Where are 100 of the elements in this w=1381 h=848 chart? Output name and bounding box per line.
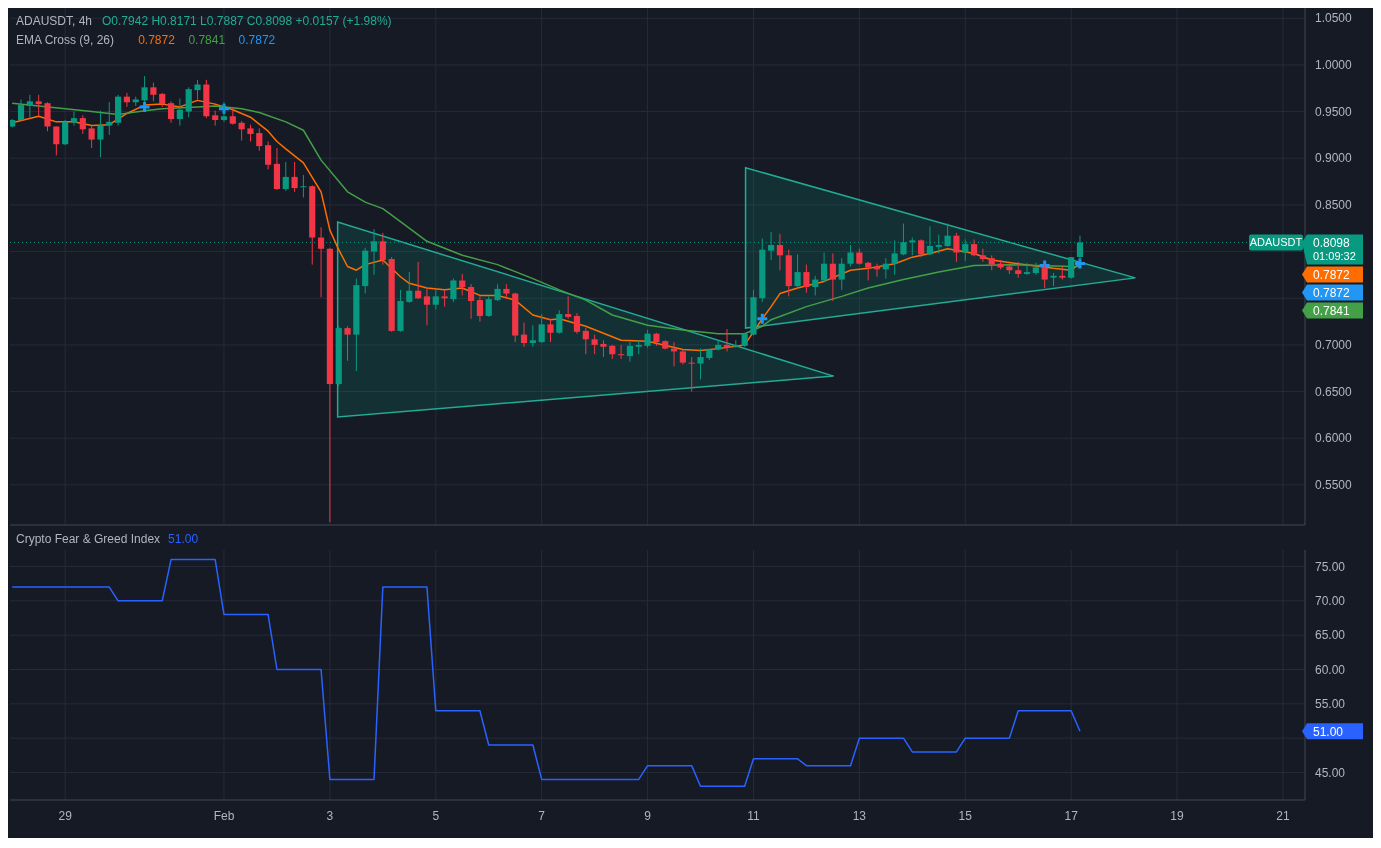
annotation: 0.7872 bbox=[238, 33, 276, 47]
candlestick bbox=[979, 248, 986, 263]
x-tick-label: 13 bbox=[852, 809, 867, 823]
candlestick bbox=[768, 231, 775, 261]
x-tick-label: 21 bbox=[1276, 809, 1290, 823]
y-tick-label: 0.7000 bbox=[1315, 338, 1353, 353]
candlestick bbox=[847, 244, 854, 267]
y-tick-label: 0.5500 bbox=[1315, 478, 1353, 493]
candlestick bbox=[829, 252, 836, 302]
candlestick bbox=[944, 223, 951, 248]
candlestick bbox=[573, 312, 581, 335]
annotation: 0.7841 bbox=[188, 33, 226, 47]
x-tick-label: 3 bbox=[326, 809, 334, 823]
candlestick bbox=[88, 125, 95, 149]
y-tick-label: 45.00 bbox=[1315, 765, 1346, 780]
candlestick bbox=[150, 82, 157, 102]
x-tick-label: 29 bbox=[58, 809, 73, 823]
candlestick bbox=[1068, 256, 1075, 280]
candlestick bbox=[1032, 262, 1039, 276]
candlestick bbox=[194, 79, 201, 100]
candlestick bbox=[803, 264, 810, 294]
candlestick bbox=[44, 101, 51, 132]
y-tick-label: 0.6500 bbox=[1315, 384, 1353, 399]
y-tick-label: 0.9500 bbox=[1315, 104, 1353, 119]
candlestick bbox=[485, 295, 492, 318]
x-tick-label: 15 bbox=[958, 809, 973, 823]
ref-line-label: ADAUSDT bbox=[1249, 236, 1303, 249]
y-tick-label: 1.0000 bbox=[1315, 58, 1353, 73]
candlestick bbox=[317, 226, 325, 298]
x-tick-label: Feb bbox=[213, 809, 235, 823]
candlestick bbox=[723, 328, 731, 352]
x-tick-label: 11 bbox=[747, 809, 761, 823]
candlestick bbox=[291, 161, 298, 193]
candlestick bbox=[459, 273, 466, 296]
text: 0.7872 bbox=[1313, 267, 1351, 282]
candlestick bbox=[379, 232, 386, 266]
x-tick-label: 17 bbox=[1064, 809, 1079, 823]
candlestick bbox=[282, 161, 289, 192]
candlestick bbox=[926, 225, 934, 256]
candlestick bbox=[529, 324, 536, 348]
candlestick bbox=[265, 140, 272, 170]
candlestick bbox=[415, 261, 422, 300]
text: 51.00 bbox=[168, 532, 199, 546]
candlestick bbox=[1023, 262, 1031, 276]
candlestick bbox=[582, 327, 589, 355]
candlestick bbox=[618, 344, 625, 360]
annotation: 0.7872 bbox=[138, 33, 176, 47]
candlestick bbox=[423, 286, 431, 326]
candlestick bbox=[62, 119, 69, 146]
candlestick bbox=[176, 98, 183, 127]
candlestick bbox=[344, 325, 351, 362]
text: 0.7872 bbox=[1313, 285, 1351, 300]
candlestick bbox=[520, 321, 528, 348]
candlestick bbox=[79, 114, 86, 135]
x-tick-label: 7 bbox=[538, 809, 546, 823]
candlestick bbox=[820, 252, 828, 282]
candlestick bbox=[238, 120, 245, 142]
candlestick bbox=[935, 234, 942, 254]
y-tick-label: 1.0500 bbox=[1315, 11, 1353, 26]
y-tick-label: 65.00 bbox=[1315, 628, 1346, 643]
candlestick bbox=[891, 239, 898, 276]
candlestick bbox=[185, 86, 192, 118]
candlestick bbox=[838, 257, 845, 291]
candlestick bbox=[688, 356, 695, 393]
y-tick-label: 0.8500 bbox=[1315, 198, 1353, 213]
y-tick-label: 75.00 bbox=[1315, 559, 1346, 574]
candlestick bbox=[776, 233, 784, 271]
candlestick bbox=[812, 275, 819, 296]
candlestick bbox=[17, 98, 25, 122]
candlestick bbox=[300, 174, 307, 198]
chart-title: Crypto Fear & Greed Index bbox=[16, 532, 161, 546]
candlestick bbox=[538, 313, 545, 344]
candlestick bbox=[35, 94, 42, 117]
text: 0.7841 bbox=[1313, 303, 1351, 318]
x-tick-label: 5 bbox=[432, 809, 440, 823]
candlestick bbox=[476, 295, 483, 323]
candlestick bbox=[953, 232, 960, 263]
y-tick-label: 55.00 bbox=[1315, 697, 1346, 712]
candlestick bbox=[547, 318, 554, 343]
candlestick bbox=[467, 283, 475, 320]
candlestick bbox=[406, 271, 413, 304]
text: 51.00 bbox=[1313, 724, 1344, 739]
text: O0.7942 H0.8171 L0.7887 C0.8098 +0.0157 (+1.98%) bbox=[102, 14, 392, 28]
text: 0.8098 bbox=[1313, 235, 1351, 250]
candlestick bbox=[626, 341, 634, 363]
legend-title: EMA Cross (9, 26) bbox=[16, 33, 115, 47]
text: 01:09:32 bbox=[1313, 250, 1356, 263]
candlestick bbox=[432, 289, 439, 310]
x-tick-label: 9 bbox=[644, 809, 652, 823]
candlestick bbox=[794, 253, 801, 290]
candlestick bbox=[97, 110, 104, 158]
candlestick bbox=[106, 101, 113, 136]
y-tick-label: 0.9000 bbox=[1315, 151, 1353, 166]
y-tick-label: 60.00 bbox=[1315, 662, 1346, 677]
candlestick bbox=[591, 334, 598, 355]
candlestick bbox=[450, 278, 457, 303]
x-tick-label: 19 bbox=[1170, 809, 1185, 823]
text: ADAUSDT, 4h bbox=[16, 14, 93, 28]
y-tick-label: 0.6000 bbox=[1315, 431, 1353, 446]
candlestick bbox=[697, 348, 704, 380]
